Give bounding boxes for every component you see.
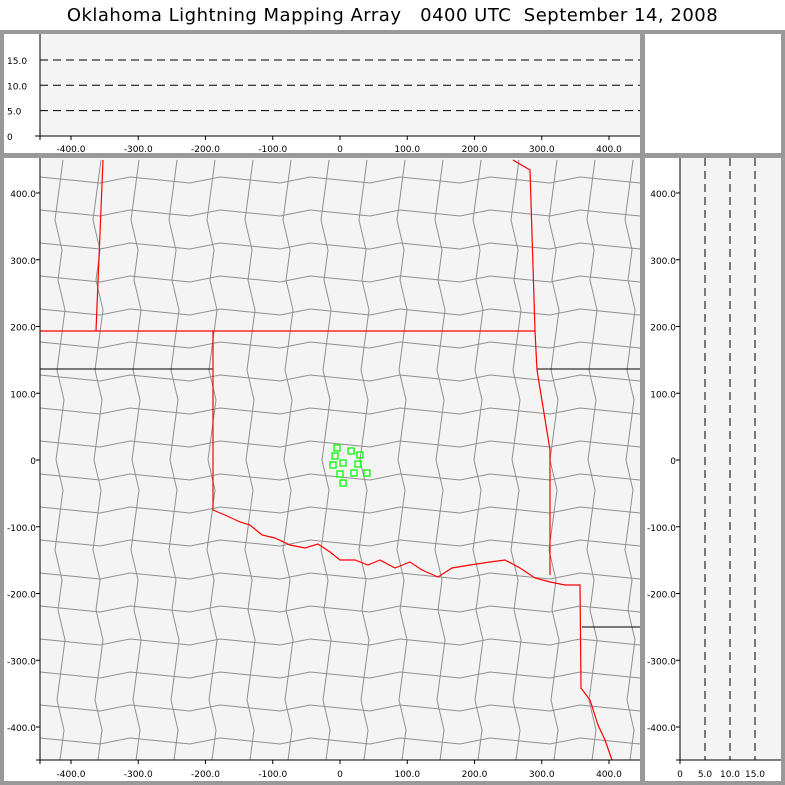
- county-line: [39, 440, 641, 448]
- map-y-tick-label: -300.0: [7, 657, 36, 667]
- x-tick-label: 0: [337, 145, 343, 155]
- lightning-source-marker: [339, 479, 347, 487]
- county-line: [39, 209, 641, 217]
- page-title: Oklahoma Lightning Mapping Array 0400 UT…: [0, 0, 785, 30]
- county-line: [282, 159, 294, 761]
- side-y-tick-label: 0: [670, 457, 676, 467]
- county-line: [39, 605, 641, 613]
- side-y-tick-label: -200.0: [647, 591, 676, 601]
- lightning-sources: [329, 444, 371, 487]
- county-line: [39, 242, 641, 250]
- lightning-source-marker: [336, 470, 344, 478]
- side-y-tick-label: -400.0: [647, 724, 676, 734]
- county-line: [39, 275, 641, 283]
- county-line: [39, 737, 641, 745]
- side-x-tick-label: 0: [677, 770, 683, 780]
- county-line: [130, 159, 142, 761]
- county-line: [472, 159, 484, 761]
- x-tick-label: 400.0: [596, 145, 622, 155]
- map-x-tick-label: -200.0: [191, 770, 220, 780]
- county-line: [206, 159, 218, 761]
- county-line: [39, 539, 641, 547]
- x-tick-label: -400.0: [56, 145, 85, 155]
- map-x-tick-label: 300.0: [529, 770, 555, 780]
- county-line: [54, 159, 66, 761]
- side-x-tick-label: 5.0: [698, 770, 713, 780]
- x-tick-label: -200.0: [191, 145, 220, 155]
- county-line: [320, 159, 332, 761]
- county-line: [39, 638, 641, 646]
- map-x-tick-label: -100.0: [258, 770, 287, 780]
- map-y-tick-label: 400.0: [10, 190, 36, 200]
- county-line: [39, 407, 641, 415]
- county-borders: [39, 159, 641, 761]
- y-tick-label: 5.0: [7, 108, 22, 118]
- y-tick-label: 10.0: [7, 82, 27, 92]
- side-y-tick-label: 200.0: [650, 324, 676, 334]
- county-line: [39, 341, 641, 349]
- map-x-tick-label: 200.0: [462, 770, 488, 780]
- lightning-source-marker: [339, 459, 347, 467]
- county-line: [434, 159, 446, 761]
- county-line: [168, 159, 180, 761]
- lightning-source-marker: [354, 460, 362, 468]
- state-borders-red: [40, 159, 613, 761]
- map-x-tick-label: 400.0: [596, 770, 622, 780]
- corner-panel: [645, 34, 781, 153]
- y-tick-label: 0: [7, 133, 13, 143]
- lightning-source-marker: [363, 469, 371, 477]
- county-line: [39, 704, 641, 712]
- lightning-source-marker: [350, 469, 358, 477]
- county-line: [396, 159, 408, 761]
- lightning-source-marker: [329, 461, 337, 469]
- lightning-source-marker: [356, 451, 364, 459]
- county-line: [39, 374, 641, 382]
- county-line: [39, 671, 641, 679]
- county-line: [244, 159, 256, 761]
- map-y-tick-label: -200.0: [7, 591, 36, 601]
- county-line: [510, 159, 522, 761]
- side-x-tick-label: 10.0: [720, 770, 740, 780]
- county-line: [39, 572, 641, 580]
- side-y-tick-label: 100.0: [650, 390, 676, 400]
- county-line: [39, 308, 641, 316]
- lightning-source-marker: [347, 447, 355, 455]
- x-tick-label: -100.0: [258, 145, 287, 155]
- state-borders-black: [40, 368, 640, 628]
- map-y-tick-label: 200.0: [10, 324, 36, 334]
- x-tick-label: 300.0: [529, 145, 555, 155]
- map-y-tick-label: -100.0: [7, 524, 36, 534]
- map-x-tick-label: 0: [337, 770, 343, 780]
- map-x-tick-label: -400.0: [56, 770, 85, 780]
- map-y-tick-label: -400.0: [7, 724, 36, 734]
- lightning-source-marker: [333, 444, 341, 452]
- side-y-tick-label: -300.0: [647, 657, 676, 667]
- county-line: [624, 159, 636, 761]
- side-x-tick-label: 15.0: [745, 770, 765, 780]
- map-x-tick-label: -300.0: [124, 770, 153, 780]
- county-line: [586, 159, 598, 761]
- side-y-tick-label: 400.0: [650, 190, 676, 200]
- map-x-tick-label: 100.0: [394, 770, 420, 780]
- lightning-source-marker: [331, 452, 339, 460]
- county-line: [358, 159, 370, 761]
- x-tick-label: 200.0: [462, 145, 488, 155]
- y-tick-label: 15.0: [7, 57, 27, 67]
- map-y-tick-label: 300.0: [10, 257, 36, 267]
- x-tick-label: 100.0: [394, 145, 420, 155]
- county-line: [39, 506, 641, 514]
- map-y-tick-label: 0: [30, 457, 36, 467]
- side-y-tick-label: -100.0: [647, 524, 676, 534]
- map-y-tick-label: 100.0: [10, 390, 36, 400]
- county-line: [39, 176, 641, 184]
- x-tick-label: -300.0: [124, 145, 153, 155]
- side-y-tick-label: 300.0: [650, 257, 676, 267]
